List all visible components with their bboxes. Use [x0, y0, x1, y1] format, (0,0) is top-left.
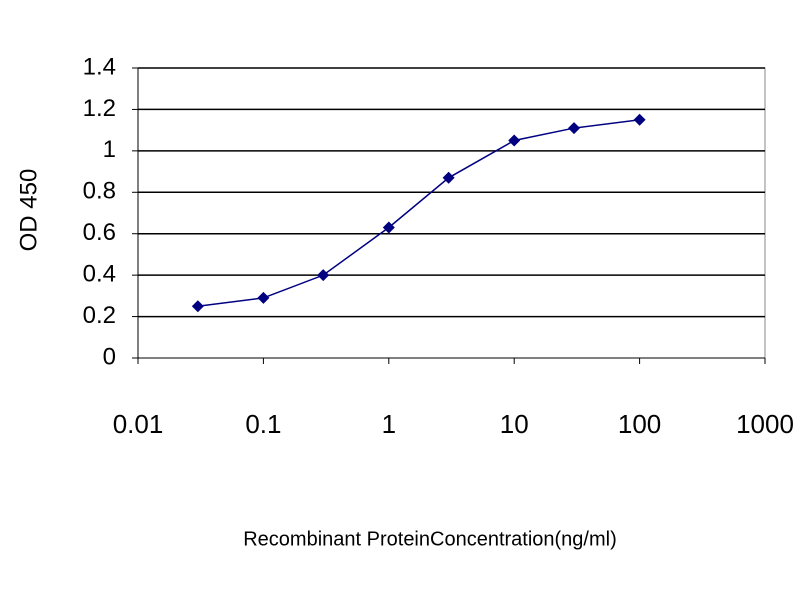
y-axis-title: OD 450 [15, 169, 42, 252]
data-point [442, 171, 455, 184]
data-point [382, 221, 395, 234]
y-tick-label: 0.4 [83, 260, 116, 287]
y-tick-label: 1 [103, 136, 116, 163]
x-tick-label: 0.01 [113, 409, 164, 439]
x-tick-label: 1000 [736, 409, 794, 439]
data-point [508, 134, 521, 147]
data-point [257, 291, 270, 304]
x-tick-label: 1 [382, 409, 396, 439]
y-tick-label: 1.2 [83, 95, 116, 122]
x-axis-title: Recombinant ProteinConcentration(ng/ml) [243, 528, 617, 550]
y-tick-label: 0 [103, 343, 116, 370]
data-point [633, 113, 646, 126]
plot-area [137, 67, 766, 359]
x-tick-label: 100 [618, 409, 661, 439]
y-tick-label: 1.4 [83, 53, 116, 80]
series-line [197, 119, 640, 307]
x-tick-label: 0.1 [245, 409, 281, 439]
y-tick-label: 0.6 [83, 219, 116, 246]
y-tick-label: 0.2 [83, 302, 116, 329]
data-point [568, 122, 581, 135]
x-tick-label: 10 [500, 409, 529, 439]
y-tick-label: 0.8 [83, 178, 116, 205]
data-point [191, 300, 204, 313]
data-point [317, 269, 330, 282]
